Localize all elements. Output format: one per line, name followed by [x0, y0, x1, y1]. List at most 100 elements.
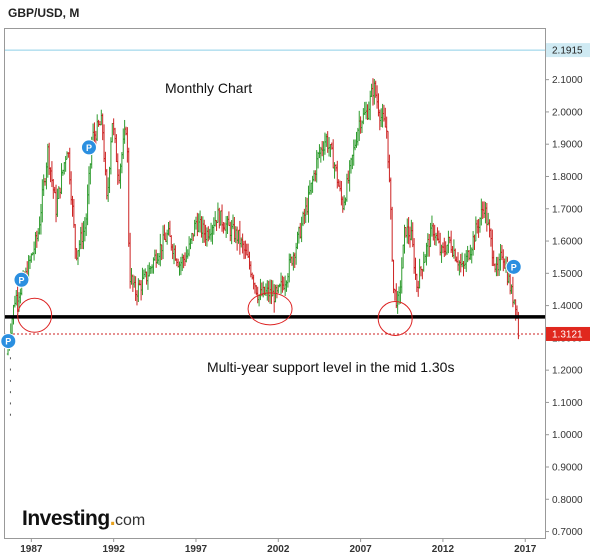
ohlc-bar [172, 243, 176, 265]
ohlc-bar [499, 244, 502, 271]
ohlc-bar [160, 244, 163, 261]
ohlc-bar [204, 224, 207, 247]
ohlc-bar [100, 109, 103, 126]
ohlc-bar [241, 233, 244, 254]
early-data-dot [9, 357, 11, 360]
ohlc-bar [170, 235, 173, 251]
ohlc-bar [465, 250, 468, 273]
ohlc-bar [443, 237, 446, 258]
ohlc-bar [271, 280, 275, 297]
ohlc-bar [219, 210, 222, 226]
ohlc-bar [428, 234, 431, 257]
ohlc-bar [187, 236, 191, 257]
ohlc-bar [42, 174, 45, 196]
ohlc-bar [433, 224, 436, 246]
ohlc-bar [235, 226, 239, 251]
ohlc-bar [115, 134, 118, 163]
ohlc-bar [493, 263, 497, 273]
investing-logo[interactable]: Investing.com [22, 507, 145, 531]
ohlc-bar [385, 116, 388, 139]
svg-text:P: P [511, 262, 517, 272]
ohlc-bar [213, 211, 217, 227]
ohlc-bar [240, 237, 243, 248]
ohlc-bar [469, 244, 472, 260]
logo-dot: . [109, 507, 116, 530]
ohlc-bar [257, 294, 261, 307]
ohlc-bar [246, 243, 250, 258]
ohlc-bar [119, 163, 122, 189]
y-tick-label: 2.1000 [552, 75, 583, 86]
ohlc-bar [359, 116, 362, 134]
ohlc-bar [108, 166, 111, 193]
ohlc-bar [52, 179, 55, 199]
ohlc-bar [510, 284, 513, 294]
ohlc-bar [15, 289, 18, 306]
ohlc-bar [477, 218, 480, 238]
p-badge[interactable]: P [80, 139, 97, 156]
p-badge[interactable]: P [13, 271, 30, 288]
ohlc-bar [163, 224, 166, 240]
x-tick-label: 1987 [20, 544, 43, 555]
ohlc-bar [174, 245, 177, 261]
ohlc-bar [116, 153, 119, 185]
ohlc-bar [234, 226, 237, 244]
ohlc-bar [252, 274, 255, 290]
ohlc-bar [207, 226, 210, 242]
y-tick-label: 1.0000 [552, 430, 583, 441]
ohlc-bar [79, 226, 82, 250]
ohlc-bar [316, 151, 320, 169]
ohlc-bar [229, 221, 232, 242]
ohlc-bar [41, 179, 44, 223]
early-data-dot [9, 391, 11, 394]
logo-suffix: com [115, 512, 146, 529]
ohlc-bar [408, 226, 412, 248]
x-tick-label: 2002 [267, 544, 290, 555]
p-badge[interactable]: P [505, 258, 522, 275]
ohlc-bar [492, 250, 495, 267]
ohlc-bar [460, 252, 464, 268]
ohlc-bar [392, 259, 395, 294]
p-badge[interactable]: P [0, 333, 17, 350]
ohlc-bar [35, 230, 39, 248]
ohlc-bar [281, 275, 284, 293]
ohlc-bar [53, 186, 56, 194]
ohlc-bar [109, 137, 113, 175]
ohlc-bar [369, 90, 372, 121]
ohlc-bar [146, 264, 150, 290]
ohlc-bar [310, 182, 313, 195]
ohlc-bar [12, 304, 15, 325]
ohlc-bar [326, 131, 329, 153]
ohlc-bar [253, 282, 257, 294]
ohlc-bar [197, 213, 200, 233]
ohlc-bar [185, 246, 188, 263]
ohlc-bar [371, 78, 375, 106]
ohlc-bar [456, 252, 460, 271]
ohlc-bar [47, 142, 51, 175]
ohlc-bar [290, 256, 294, 266]
current-price-label: 1.3121 [546, 326, 590, 341]
annotation-support: Multi-year support level in the mid 1.30… [207, 359, 455, 375]
ohlc-bar [407, 217, 410, 245]
ohlc-bar [384, 107, 387, 128]
x-tick-label: 1992 [103, 544, 126, 555]
x-tick-label: 2012 [432, 544, 455, 555]
ohlc-bar [192, 233, 195, 242]
ohlc-bar [338, 180, 342, 192]
ohlc-bar [193, 219, 196, 237]
ohlc-bar [134, 276, 137, 301]
ohlc-bar [238, 220, 242, 255]
ohlc-bar [320, 140, 324, 157]
ohlc-bar [159, 233, 162, 267]
ohlc-bar [113, 127, 117, 144]
support-circle [377, 301, 413, 337]
ohlc-bar [370, 83, 373, 98]
ohlc-bar [112, 118, 115, 136]
ohlc-bar [286, 273, 290, 288]
ohlc-bar [244, 240, 247, 259]
ohlc-bar [401, 244, 405, 269]
ohlc-bar [164, 232, 167, 243]
ohlc-bar [68, 147, 71, 185]
ohlc-bar [63, 162, 66, 175]
ohlc-bar [179, 256, 183, 276]
ohlc-bar [410, 219, 413, 241]
